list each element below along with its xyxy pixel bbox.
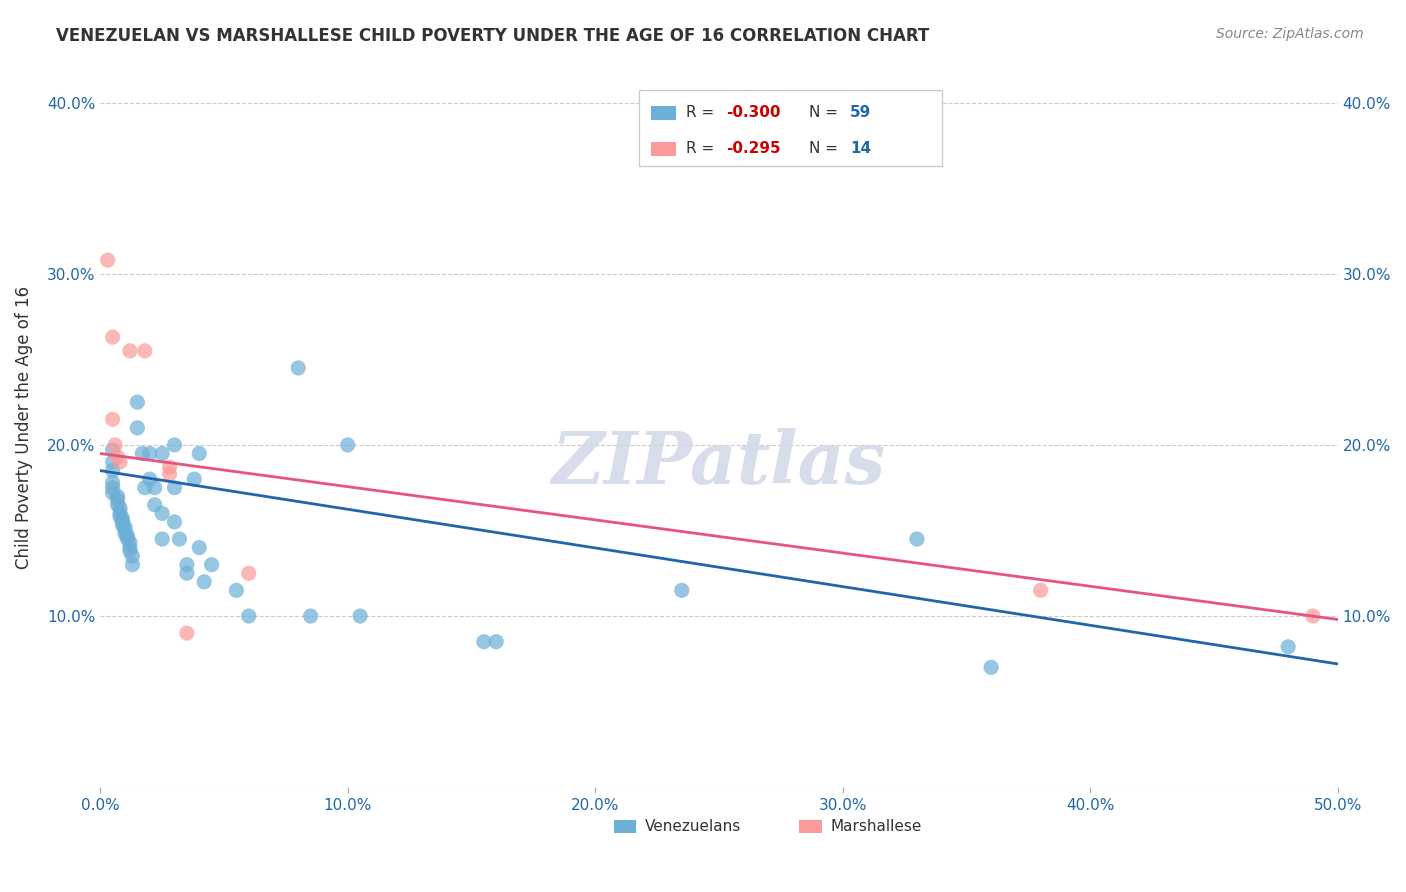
- Point: [101, 481, 124, 495]
- Point: [139, 472, 162, 486]
- FancyBboxPatch shape: [638, 90, 942, 166]
- Point: [183, 472, 205, 486]
- FancyBboxPatch shape: [651, 142, 676, 156]
- Text: Marshallese: Marshallese: [831, 819, 922, 834]
- Point: [143, 498, 166, 512]
- FancyBboxPatch shape: [800, 820, 821, 833]
- Point: [101, 443, 124, 458]
- Point: [131, 446, 153, 460]
- Point: [225, 583, 247, 598]
- Point: [108, 509, 131, 524]
- Point: [117, 528, 139, 542]
- Point: [104, 438, 127, 452]
- Point: [188, 446, 211, 460]
- Point: [1302, 609, 1324, 624]
- Point: [111, 518, 134, 533]
- Point: [143, 481, 166, 495]
- Point: [111, 511, 134, 525]
- Point: [101, 412, 124, 426]
- Text: R =: R =: [686, 105, 718, 120]
- Point: [118, 541, 141, 555]
- Text: VENEZUELAN VS MARSHALLESE CHILD POVERTY UNDER THE AGE OF 16 CORRELATION CHART: VENEZUELAN VS MARSHALLESE CHILD POVERTY …: [56, 27, 929, 45]
- FancyBboxPatch shape: [651, 105, 676, 120]
- Point: [193, 574, 215, 589]
- Point: [121, 549, 143, 563]
- Point: [336, 438, 359, 452]
- Point: [111, 515, 134, 529]
- Point: [139, 446, 162, 460]
- Point: [159, 467, 181, 481]
- Point: [671, 583, 693, 598]
- Point: [176, 558, 198, 572]
- Point: [163, 438, 186, 452]
- Text: N =: N =: [810, 105, 844, 120]
- Point: [118, 535, 141, 549]
- Point: [118, 343, 141, 358]
- Point: [238, 566, 260, 581]
- Point: [127, 395, 149, 409]
- Text: Source: ZipAtlas.com: Source: ZipAtlas.com: [1216, 27, 1364, 41]
- Text: -0.300: -0.300: [727, 105, 780, 120]
- Point: [101, 330, 124, 344]
- Point: [176, 566, 198, 581]
- Point: [97, 253, 120, 268]
- Point: [163, 481, 186, 495]
- Point: [118, 544, 141, 558]
- Text: R =: R =: [686, 142, 718, 156]
- Text: -0.295: -0.295: [727, 142, 780, 156]
- Point: [134, 343, 156, 358]
- Point: [121, 558, 143, 572]
- Point: [1277, 640, 1299, 654]
- Point: [472, 634, 495, 648]
- Point: [134, 481, 156, 495]
- Point: [163, 515, 186, 529]
- Point: [114, 527, 136, 541]
- Point: [159, 460, 181, 475]
- Point: [287, 360, 309, 375]
- Point: [101, 475, 124, 490]
- Text: ZIPatlas: ZIPatlas: [553, 428, 886, 500]
- Point: [349, 609, 371, 624]
- Point: [150, 507, 173, 521]
- Point: [1029, 583, 1052, 598]
- Point: [108, 455, 131, 469]
- Point: [117, 532, 139, 546]
- FancyBboxPatch shape: [614, 820, 636, 833]
- Point: [107, 450, 129, 464]
- Point: [188, 541, 211, 555]
- Point: [101, 455, 124, 469]
- Point: [176, 626, 198, 640]
- Point: [108, 501, 131, 516]
- Point: [101, 486, 124, 500]
- Text: 59: 59: [851, 105, 872, 120]
- Point: [107, 498, 129, 512]
- Point: [980, 660, 1002, 674]
- Point: [127, 421, 149, 435]
- Point: [107, 489, 129, 503]
- Point: [169, 532, 191, 546]
- Point: [114, 520, 136, 534]
- Text: N =: N =: [810, 142, 844, 156]
- Point: [108, 507, 131, 521]
- Point: [238, 609, 260, 624]
- Point: [201, 558, 224, 572]
- Point: [905, 532, 928, 546]
- Text: 14: 14: [851, 142, 872, 156]
- Point: [299, 609, 322, 624]
- Text: Venezuelans: Venezuelans: [645, 819, 741, 834]
- Point: [485, 634, 508, 648]
- Point: [150, 532, 173, 546]
- Point: [150, 446, 173, 460]
- Point: [101, 464, 124, 478]
- Y-axis label: Child Poverty Under the Age of 16: Child Poverty Under the Age of 16: [15, 286, 32, 569]
- Point: [114, 524, 136, 538]
- Point: [107, 492, 129, 507]
